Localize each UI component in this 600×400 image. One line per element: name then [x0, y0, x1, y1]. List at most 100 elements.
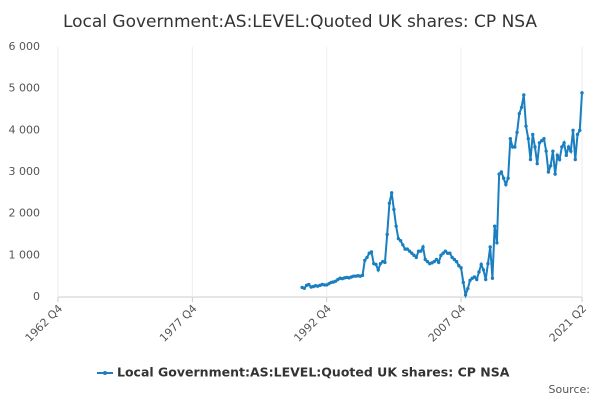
data-point: [410, 251, 414, 255]
y-tick-label: 2 000: [9, 207, 41, 220]
data-point: [569, 149, 573, 153]
data-point: [448, 251, 452, 255]
data-point: [571, 128, 575, 133]
data-point: [394, 224, 398, 228]
x-tick-label: 1992 Q4: [291, 302, 334, 345]
data-point: [392, 207, 396, 212]
y-tick-label: 6 000: [9, 40, 41, 53]
y-tick-label: 1 000: [9, 248, 41, 261]
data-point: [405, 247, 410, 251]
series-line: [301, 92, 583, 299]
data-point: [472, 275, 477, 279]
data-point: [546, 170, 551, 174]
data-point: [414, 255, 418, 260]
data-point: [508, 136, 513, 141]
data-point: [376, 268, 380, 272]
data-point: [497, 172, 501, 176]
data-point: [475, 277, 479, 282]
data-point: [450, 255, 454, 260]
data-point: [479, 262, 483, 267]
data-point: [531, 132, 535, 137]
data-point: [513, 145, 517, 149]
data-point: [360, 273, 365, 278]
data-point: [452, 257, 457, 262]
data-point: [419, 249, 423, 253]
x-tick-label: 1962 Q4: [23, 302, 66, 345]
chart-title: Local Government:AS:LEVEL:Quoted UK shar…: [63, 12, 537, 32]
data-point: [481, 268, 486, 272]
data-point: [369, 250, 374, 254]
data-point: [468, 278, 472, 283]
data-point: [423, 257, 427, 262]
x-tick-label: 2021 Q2: [547, 302, 590, 345]
data-point: [499, 170, 504, 174]
data-point: [307, 282, 311, 287]
data-point: [486, 261, 490, 266]
data-point: [535, 161, 539, 166]
x-tick-label: 2007 Q4: [426, 302, 469, 345]
data-point: [466, 286, 470, 291]
data-point: [542, 136, 546, 141]
data-point: [363, 258, 367, 263]
data-point: [459, 266, 463, 270]
data-point: [443, 249, 448, 253]
y-tick-label: 3 000: [9, 165, 41, 178]
data-point: [385, 232, 389, 237]
data-point: [492, 224, 497, 228]
legend-label: Local Government:AS:LEVEL:Quoted UK shar…: [117, 365, 510, 380]
data-point: [515, 130, 519, 135]
data-point: [528, 157, 533, 162]
data-point: [454, 259, 459, 264]
data-point: [553, 172, 557, 176]
data-point: [425, 259, 430, 264]
data-point: [484, 277, 488, 282]
data-point: [539, 139, 544, 143]
data-point: [566, 145, 571, 149]
data-point: [519, 105, 524, 110]
data-point: [434, 257, 439, 262]
data-point: [389, 191, 394, 195]
source: Source:: [549, 383, 591, 396]
data-point: [551, 149, 555, 153]
data-point: [533, 145, 537, 149]
y-tick-label: 4 000: [9, 123, 41, 136]
data-point: [396, 236, 401, 241]
data-point: [365, 255, 369, 260]
data-point: [387, 201, 392, 205]
data-point: [490, 276, 495, 280]
data-point: [407, 249, 412, 253]
data-point: [401, 243, 405, 247]
data-point: [573, 157, 577, 162]
data-point: [580, 91, 584, 95]
y-tick-label: 5 000: [9, 82, 41, 95]
data-point: [457, 264, 461, 268]
data-point: [488, 245, 492, 249]
data-point: [544, 149, 548, 153]
legend-marker: [103, 371, 107, 375]
data-point: [432, 259, 436, 264]
data-point: [412, 253, 416, 258]
x-tick-label: 1977 Q4: [157, 302, 200, 345]
data-point: [441, 251, 445, 255]
data-point: [461, 280, 466, 285]
data-point: [562, 141, 566, 145]
data-point: [557, 157, 562, 162]
data-point: [463, 293, 468, 297]
data-point: [398, 239, 403, 243]
data-point: [537, 141, 542, 145]
data-point: [378, 261, 383, 266]
data-point: [524, 124, 528, 128]
data-point: [374, 262, 378, 267]
data-point: [421, 245, 425, 249]
data-point: [439, 253, 443, 258]
data-point: [506, 176, 510, 180]
data-point: [555, 153, 560, 158]
data-point: [575, 132, 580, 137]
data-point: [517, 111, 521, 116]
data-point: [578, 128, 582, 133]
data-point: [522, 93, 526, 97]
data-point: [548, 164, 553, 168]
data-point: [477, 270, 481, 274]
data-point: [495, 241, 499, 245]
